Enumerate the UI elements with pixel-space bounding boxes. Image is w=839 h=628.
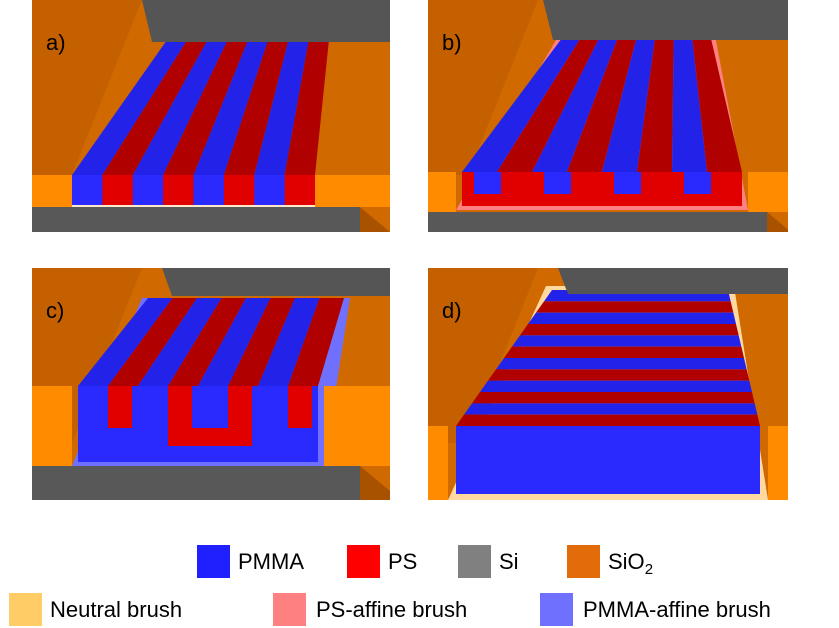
stripe-top <box>480 381 752 392</box>
panel-body <box>32 268 390 528</box>
si-substrate <box>32 207 360 260</box>
legend: PMMA PS Si SiO2 Neutral brush PS-affine … <box>9 545 771 626</box>
stripe-front <box>254 175 285 205</box>
stripe-front <box>163 175 194 205</box>
pmma-front <box>456 426 760 494</box>
panel-body <box>32 0 390 260</box>
stripe-top <box>528 313 736 324</box>
sio2-front <box>428 172 456 212</box>
pmma-front <box>192 386 218 410</box>
stripe-front <box>102 175 133 205</box>
sio2-front <box>315 175 390 207</box>
sio2-front <box>324 386 390 466</box>
legend-label-main: SiO <box>608 549 645 574</box>
legend-label: PS-affine brush <box>316 597 467 622</box>
legend-label: Si <box>499 549 519 574</box>
swatch-si <box>458 545 491 578</box>
swatch-sio2 <box>567 545 600 578</box>
swatch-ps-affine <box>273 593 306 626</box>
panel-body <box>428 0 797 260</box>
swatch-ps <box>347 545 380 578</box>
sio2-front <box>768 426 797 506</box>
stripe-top <box>456 415 760 426</box>
stripe-front <box>133 175 164 205</box>
stripe-top <box>472 392 755 403</box>
si-substrate <box>32 466 360 528</box>
swatch-pmma <box>197 545 230 578</box>
ps-front <box>108 386 132 428</box>
ps-front <box>168 428 242 446</box>
si-side <box>767 506 797 531</box>
swatch-pmma-affine <box>540 593 573 626</box>
sio2-front <box>428 426 448 506</box>
si-substrate <box>428 212 767 260</box>
stripe-top <box>496 358 747 369</box>
panel-label: b) <box>442 30 462 55</box>
panel-label: a) <box>46 30 66 55</box>
panel-a: a) <box>32 0 390 260</box>
sio2-front <box>32 386 72 466</box>
panel-body <box>428 268 797 531</box>
pmma-front <box>614 172 641 194</box>
sio2-front <box>748 172 797 212</box>
stripe-front <box>72 175 103 205</box>
stripe-top <box>520 324 739 335</box>
legend-label: PS <box>388 549 417 574</box>
swatch-neutral <box>9 593 42 626</box>
stripe-front <box>194 175 225 205</box>
legend-label-sub: 2 <box>645 561 653 578</box>
legend-label: SiO2 <box>608 549 653 578</box>
stripe-front <box>224 175 255 205</box>
legend-label: Neutral brush <box>50 597 182 622</box>
stripe-top <box>488 369 749 380</box>
stripe-top <box>512 335 741 346</box>
panel-b: b) <box>428 0 797 260</box>
figure: a) b) c) d) PMMA PS Si SiO2 Neutral brus… <box>0 0 839 628</box>
pmma-front <box>474 172 501 194</box>
pmma-front <box>684 172 711 194</box>
si-top-block <box>558 268 797 294</box>
si-top-block <box>543 0 797 40</box>
si-top-block <box>142 0 390 42</box>
stripe-top <box>464 403 757 414</box>
panel-d: d) <box>428 268 797 531</box>
legend-label: PMMA-affine brush <box>583 597 771 622</box>
stripe-top <box>504 347 744 358</box>
panel-c: c) <box>32 268 390 528</box>
ps-front <box>288 386 312 428</box>
si-substrate <box>428 506 767 528</box>
legend-label: PMMA <box>238 549 304 574</box>
si-top-block <box>162 268 390 296</box>
pmma-front <box>544 172 571 194</box>
stripe-front <box>285 175 316 205</box>
sio2-front <box>32 175 72 207</box>
stripe-top <box>536 301 733 312</box>
panel-label: c) <box>46 298 64 323</box>
panel-label: d) <box>442 298 462 323</box>
